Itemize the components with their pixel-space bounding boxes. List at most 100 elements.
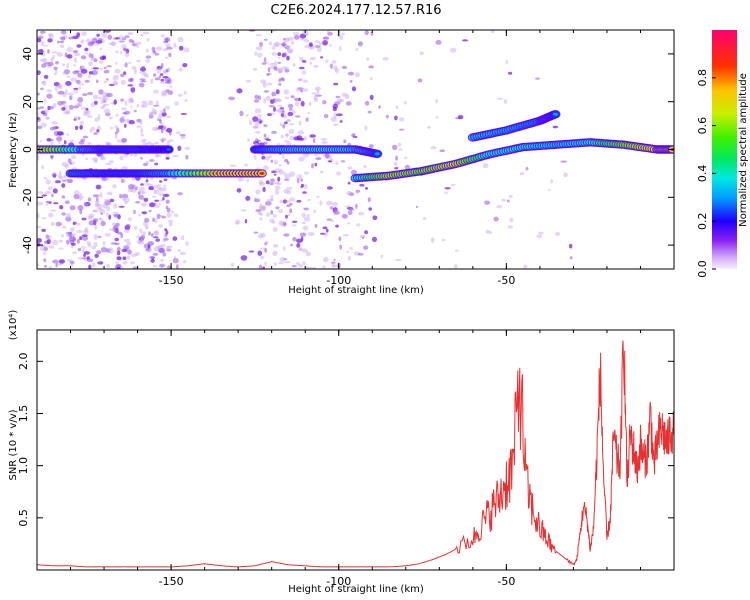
noise-speckle: [57, 40, 60, 44]
noise-speckle: [301, 213, 307, 218]
noise-speckle: [509, 217, 514, 223]
noise-speckle: [257, 114, 262, 118]
noise-speckle: [115, 37, 121, 40]
noise-speckle: [303, 207, 309, 211]
noise-speckle: [273, 159, 279, 165]
noise-speckle: [163, 237, 169, 241]
noise-speckle: [394, 115, 398, 121]
noise-speckle: [288, 48, 294, 54]
noise-speckle: [154, 205, 160, 208]
noise-speckle: [385, 114, 389, 119]
noise-speckle: [94, 200, 100, 204]
noise-speckle: [54, 86, 58, 92]
noise-speckle: [293, 34, 300, 40]
noise-speckle: [294, 97, 299, 101]
noise-speckle: [136, 125, 143, 128]
noise-speckle: [247, 138, 251, 142]
noise-speckle: [339, 120, 343, 123]
noise-speckle: [115, 50, 119, 54]
noise-speckle: [142, 102, 148, 108]
noise-speckle: [300, 183, 305, 188]
noise-speckle: [106, 178, 110, 181]
noise-speckle: [454, 264, 458, 269]
noise-speckle: [61, 234, 64, 238]
noise-speckle: [279, 257, 285, 263]
noise-speckle: [277, 108, 282, 114]
noise-speckle: [286, 189, 292, 195]
noise-speckle: [298, 120, 302, 127]
noise-speckle: [548, 188, 551, 192]
noise-speckle: [313, 97, 318, 103]
noise-speckle: [140, 183, 144, 186]
noise-speckle: [104, 233, 111, 237]
noise-speckle: [419, 51, 424, 56]
noise-speckle: [182, 63, 188, 68]
noise-speckle: [153, 189, 156, 195]
noise-speckle: [62, 71, 69, 75]
y-tick-label: 20: [21, 95, 34, 109]
noise-speckle: [288, 129, 295, 135]
noise-speckle: [96, 33, 100, 37]
noise-speckle: [263, 98, 266, 104]
noise-speckle: [169, 85, 173, 88]
noise-speckle: [133, 152, 138, 157]
y-tick-label: 0.5: [17, 509, 30, 527]
noise-speckle: [347, 255, 351, 261]
noise-speckle: [253, 231, 259, 234]
noise-speckle: [303, 171, 310, 175]
noise-speckle: [51, 51, 58, 54]
noise-speckle: [270, 178, 275, 183]
noise-speckle: [165, 246, 171, 251]
noise-speckle: [57, 141, 61, 144]
spectrogram-panel: [37, 30, 674, 269]
noise-speckle: [569, 243, 573, 249]
noise-speckle: [304, 135, 307, 141]
noise-speckle: [397, 142, 402, 147]
noise-speckle: [393, 161, 398, 167]
x-tick-label: -50: [497, 575, 515, 588]
noise-speckle: [37, 156, 40, 161]
noise-speckle: [277, 209, 284, 214]
noise-speckle: [71, 233, 77, 236]
noise-speckle: [335, 160, 339, 166]
noise-speckle: [161, 112, 167, 117]
noise-speckle: [120, 179, 127, 184]
noise-speckle: [62, 100, 66, 106]
noise-speckle: [116, 231, 123, 235]
noise-speckle: [347, 210, 353, 215]
noise-speckle: [285, 67, 289, 70]
noise-speckle: [298, 247, 303, 252]
noise-speckle: [61, 107, 66, 111]
noise-speckle: [45, 200, 52, 203]
noise-speckle: [150, 259, 155, 263]
noise-speckle: [153, 109, 158, 116]
noise-speckle: [64, 164, 69, 169]
noise-speckle: [289, 135, 295, 141]
noise-speckle: [281, 66, 288, 70]
noise-speckle: [298, 156, 305, 162]
noise-speckle: [282, 171, 286, 175]
noise-speckle: [172, 258, 179, 264]
noise-speckle: [123, 71, 127, 75]
noise-speckle: [153, 104, 160, 107]
noise-speckle: [103, 198, 111, 202]
noise-speckle: [43, 258, 47, 263]
noise-speckle: [338, 45, 342, 52]
noise-speckle: [106, 65, 112, 68]
ridge-core: [374, 152, 380, 156]
noise-speckle: [79, 209, 83, 215]
noise-speckle: [51, 55, 55, 60]
noise-speckle: [139, 190, 144, 194]
noise-speckle: [290, 95, 295, 99]
noise-speckle: [123, 245, 130, 250]
noise-speckle: [335, 224, 339, 228]
noise-speckle: [394, 258, 402, 262]
noise-speckle: [147, 102, 154, 106]
noise-speckle: [347, 71, 355, 76]
noise-speckle: [349, 207, 354, 212]
noise-speckle: [395, 155, 398, 161]
noise-speckle: [323, 114, 329, 119]
noise-speckle: [119, 265, 124, 269]
noise-speckle: [61, 225, 67, 229]
noise-speckle: [102, 104, 106, 108]
